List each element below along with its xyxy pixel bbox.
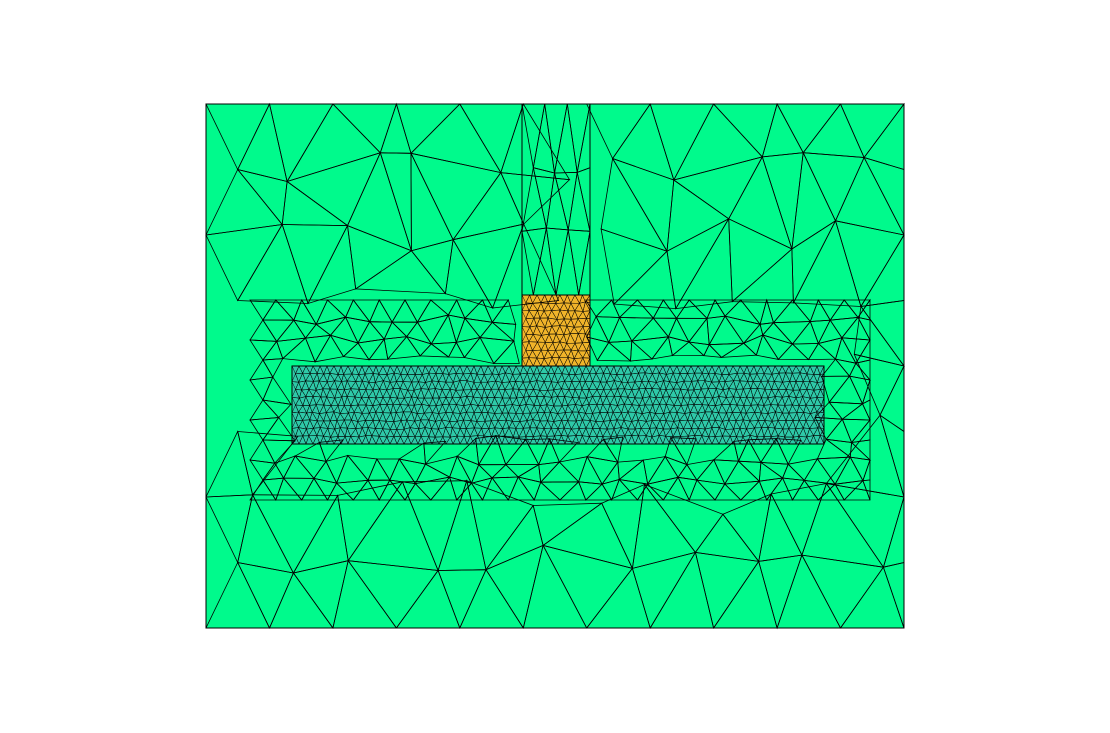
mesh-element: [429, 476, 458, 501]
conductor-block-boundary: [521, 294, 591, 367]
coarse-mesh-edges: [205, 102, 905, 630]
mesh-element: [559, 481, 587, 501]
mesh-element: [688, 479, 716, 501]
mesh-element: [662, 476, 690, 501]
mesh-element: [378, 479, 406, 501]
mesh-element: [843, 479, 871, 501]
mesh-element: [275, 477, 303, 501]
region-boundaries: [205, 103, 905, 629]
mesh-element: [636, 483, 665, 501]
mesh-element: [249, 479, 277, 501]
mesh-element: [533, 481, 562, 501]
mesh-element: [404, 482, 432, 501]
mesh-element: [491, 223, 560, 309]
outer-domain-boundary: [205, 103, 905, 629]
fine-mesh-edges: [291, 294, 825, 445]
mesh-element: [739, 480, 768, 501]
mesh-element: [584, 483, 613, 501]
mesh-element: [481, 477, 510, 501]
mesh-element: [611, 478, 639, 501]
mesh-element: [352, 479, 380, 501]
mesh-element: [791, 479, 820, 501]
conductor-block-region: [522, 295, 590, 366]
mesh-element: [455, 482, 484, 501]
mesh-element: [507, 476, 535, 501]
mesh-element: [765, 477, 794, 501]
mesh-element: [326, 482, 355, 501]
mesh-element: [714, 483, 742, 501]
mesh-element: [817, 483, 845, 501]
mesh-element: [301, 477, 329, 501]
mesh-element: [492, 340, 520, 364]
